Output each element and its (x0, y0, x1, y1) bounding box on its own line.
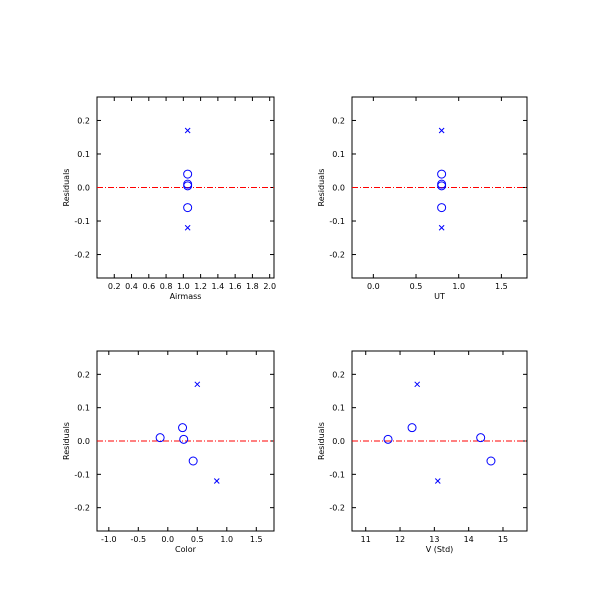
y-tick-label: -0.1 (74, 217, 90, 226)
data-point-cross (438, 127, 445, 134)
y-tick-label: -0.1 (74, 470, 90, 479)
y-axis-title: Residuals (62, 169, 71, 207)
x-tick-label: 1.5 (495, 282, 508, 291)
y-tick-label: 0.1 (332, 404, 345, 413)
data-point-circle (437, 203, 447, 213)
y-tick-label: 0.0 (332, 184, 345, 193)
data-point-circle (183, 181, 193, 191)
y-tick-label: -0.2 (74, 504, 90, 513)
y-tick-label: 0.2 (332, 116, 345, 125)
y-tick-label: -0.1 (329, 470, 345, 479)
data-point-cross (434, 478, 441, 484)
y-tick-label: 0.0 (77, 437, 90, 446)
cross-stroke (194, 381, 201, 388)
x-tick-label: 1.0 (177, 282, 190, 291)
x-tick-label: 0.2 (108, 282, 121, 291)
panel-3: -1.0 -0.5 0.0 0.5 1.0 1.5 -0.2 -0.1 0.0 0.1 0.2 Col… (62, 350, 275, 554)
x-tick-label: 1.4 (212, 282, 225, 291)
y-tick-label: -0.2 (74, 251, 90, 260)
x-tick-label: 1.6 (229, 282, 242, 291)
x-tick-label: 2.0 (263, 282, 276, 291)
x-tick-label: 0.5 (191, 535, 204, 544)
y-tick-label: 0.2 (77, 370, 90, 379)
x-tick-label: 1.0 (220, 535, 233, 544)
data-point-cross (213, 478, 220, 484)
y-tick-label: 0.0 (77, 184, 90, 193)
y-tick-label: 0.1 (77, 150, 90, 159)
x-tick-label: 11 (361, 535, 371, 544)
y-axis-title: Residuals (317, 422, 326, 460)
data-point-cross (414, 381, 421, 388)
data-point-circle (437, 181, 447, 191)
data-point-circle (183, 203, 193, 213)
x-tick-label: 0.0 (161, 535, 174, 544)
data-point-cross (194, 381, 201, 388)
x-tick-label: 1.0 (452, 282, 465, 291)
data-point-circle (178, 423, 188, 433)
cross-stroke (184, 224, 191, 231)
data-point-circle (437, 169, 447, 179)
x-tick-label: 15 (498, 535, 508, 544)
y-axis-title: Residuals (62, 422, 71, 460)
x-axis-title: V (Std) (426, 545, 454, 554)
y-tick-label: 0.2 (77, 116, 90, 125)
y-axis-title: Residuals (317, 169, 326, 207)
y-tick-label: 0.1 (332, 150, 345, 159)
y-tick-label: 0.2 (332, 370, 345, 379)
y-tick-label: -0.2 (329, 251, 345, 260)
data-point-circle (383, 434, 393, 444)
y-tick-label: 0.1 (77, 404, 90, 413)
x-tick-label: 1.8 (246, 282, 259, 291)
panel-1: 0.2 0.4 0.6 0.8 1.0 1.2 1.4 1.6 1.8 2.0 -0.2 -0.1 0.… (62, 96, 276, 301)
data-point-cross (184, 127, 191, 134)
x-tick-label: 1.2 (194, 282, 207, 291)
data-point-circle (476, 433, 486, 443)
cross-stroke (414, 381, 421, 388)
cross-stroke (213, 478, 220, 484)
data-point-circle (183, 169, 193, 179)
x-axis-title: UT (434, 292, 445, 301)
y-tick-label: -0.1 (329, 217, 345, 226)
x-axis-title: Color (175, 545, 197, 554)
x-axis-title: Airmass (170, 292, 202, 301)
x-tick-label: -0.5 (130, 535, 146, 544)
x-tick-label: 0.0 (367, 282, 380, 291)
x-tick-label: 1.5 (250, 535, 263, 544)
x-tick-label: 13 (429, 535, 439, 544)
x-tick-label: -1.0 (101, 535, 117, 544)
x-tick-label: 0.8 (160, 282, 173, 291)
x-tick-label: 12 (395, 535, 405, 544)
x-tick-label: 0.6 (142, 282, 155, 291)
cross-stroke (438, 127, 445, 134)
panel-4: 11 12 13 14 15 -0.2 -0.1 0.0 0.1 0.2 V (Std) Residu… (317, 350, 528, 554)
x-tick-label: 0.5 (410, 282, 423, 291)
data-point-circle (155, 433, 165, 443)
data-point-circle (486, 456, 496, 466)
cross-stroke (438, 224, 445, 231)
x-tick-label: 14 (464, 535, 474, 544)
data-point-circle (407, 423, 417, 433)
cross-stroke (434, 478, 441, 484)
y-tick-label: -0.2 (329, 504, 345, 513)
y-tick-label: 0.0 (332, 437, 345, 446)
data-point-cross (184, 224, 191, 231)
data-point-circle (179, 434, 189, 444)
cross-stroke (184, 127, 191, 134)
x-tick-label: 0.4 (125, 282, 138, 291)
data-point-circle (188, 456, 198, 466)
panel-2: 0.0 0.5 1.0 1.5 -0.2 -0.1 0.0 0.1 0.2 UT Residuals (317, 96, 528, 301)
data-point-cross (438, 224, 445, 231)
